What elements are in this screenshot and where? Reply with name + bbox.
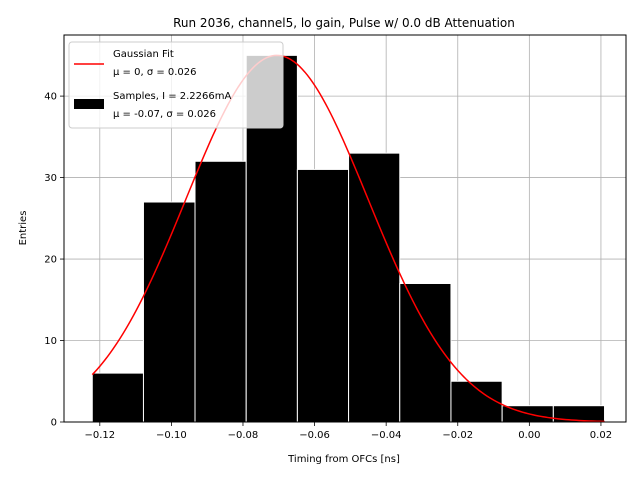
- y-tick-label: 30: [44, 173, 57, 184]
- y-tick-label: 20: [44, 255, 57, 266]
- legend-box: [68, 41, 284, 129]
- x-tick-label: −0.08: [228, 430, 259, 441]
- legend-samples-label: Samples, I = 2.2266mA: [113, 91, 231, 102]
- x-tick-label: 0.00: [518, 430, 540, 441]
- legend: Gaussian Fit μ = 0, σ = 0.026 Samples, I…: [68, 41, 284, 129]
- y-tick-label: 40: [44, 92, 57, 103]
- histogram-bar: [450, 380, 503, 423]
- x-tick-label: −0.10: [156, 430, 187, 441]
- legend-samples-stats: μ = -0.07, σ = 0.026: [113, 109, 216, 120]
- gaussian-fit-curve: [91, 54, 605, 423]
- histogram-bar: [142, 201, 196, 423]
- histogram-bar: [399, 282, 452, 423]
- x-axis: −0.12 −0.10 −0.08 −0.06 −0.04 −0.02 0.00 0.02: [84, 422, 612, 441]
- x-tick-label: −0.04: [371, 430, 402, 441]
- legend-fit-stats: μ = 0, σ = 0.026: [113, 67, 197, 78]
- y-tick-label: 10: [44, 336, 57, 347]
- y-axis-label: Entries: [18, 211, 29, 246]
- x-axis-label: Timing from OFCs [ns]: [287, 454, 400, 465]
- x-tick-label: −0.12: [84, 430, 115, 441]
- axes-frame: [63, 34, 627, 423]
- x-tick-label: −0.02: [442, 430, 473, 441]
- y-tick-label: 0: [51, 418, 57, 429]
- y-axis: 0 10 20 30 40: [44, 92, 64, 429]
- x-tick-label: 0.02: [590, 430, 612, 441]
- histogram-bar: [91, 372, 144, 423]
- histogram-bar: [348, 152, 401, 423]
- legend-fit-label: Gaussian Fit: [113, 49, 174, 60]
- histogram-bar: [194, 160, 247, 423]
- chart-title: Run 2036, channel5, lo gain, Pulse w/ 0.…: [173, 16, 515, 30]
- x-tick-label: −0.06: [299, 430, 330, 441]
- legend-samples-swatch: [74, 99, 104, 109]
- histogram-bar: [296, 168, 350, 423]
